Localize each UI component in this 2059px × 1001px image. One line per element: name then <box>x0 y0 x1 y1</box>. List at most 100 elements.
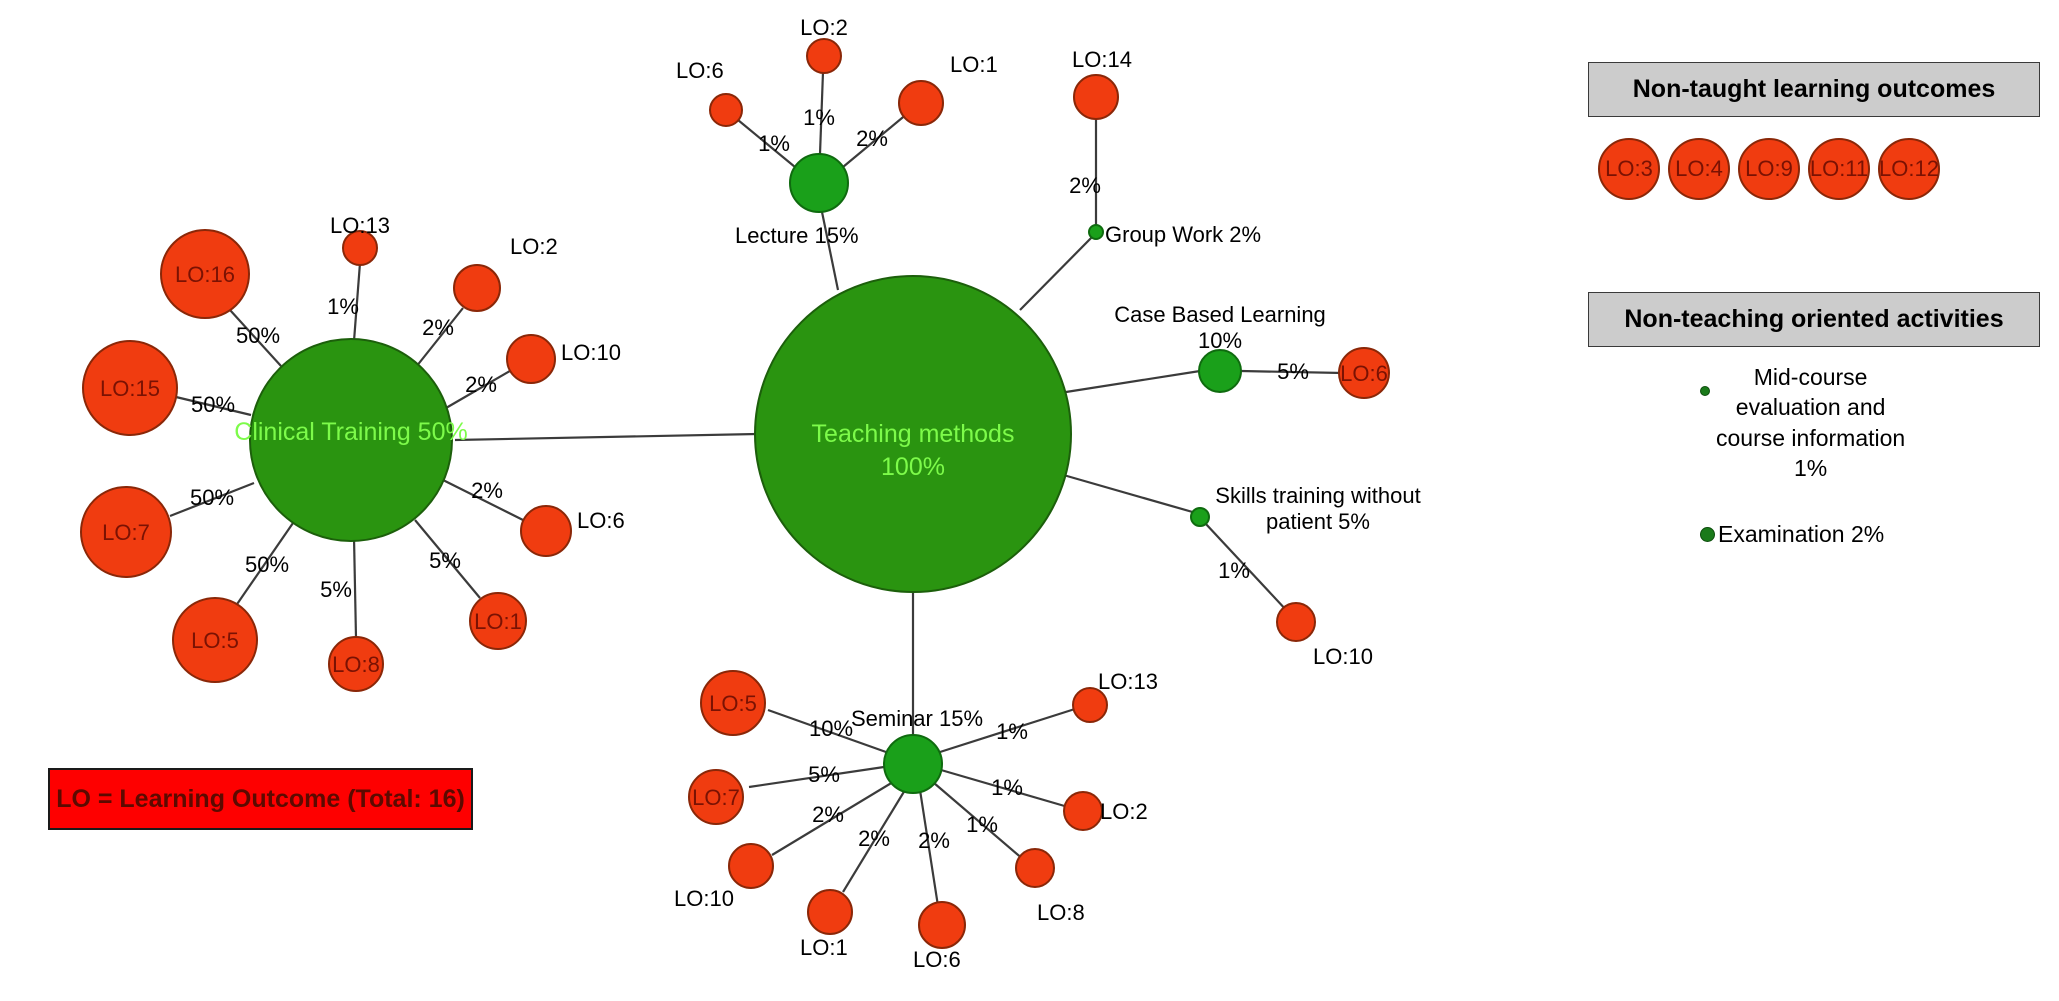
lo-node-seminar-lo8[interactable] <box>1015 848 1055 888</box>
node-skills-training[interactable] <box>1190 507 1210 527</box>
weight-seminar-lo10: 2% <box>812 802 844 827</box>
label-clinical-lo8: LO:8 <box>332 652 380 677</box>
label-seminar-lo1: LO:1 <box>800 935 848 960</box>
node-seminar[interactable] <box>883 734 943 794</box>
green-dot-icon <box>1700 386 1710 396</box>
lo-node-clinical-lo16[interactable] <box>160 229 250 319</box>
label-lecture-lo1: LO:1 <box>950 52 998 77</box>
edge-lecture-lo2 <box>818 71 825 155</box>
lecture-edges <box>737 71 909 168</box>
label-clinical-lo5: LO:5 <box>191 628 239 653</box>
lo-node-clinical-lo15[interactable] <box>82 340 178 436</box>
edge-clinical-lo13 <box>352 262 362 342</box>
edge-clinical-lo6 <box>442 479 528 523</box>
lo-node-clinical-lo10[interactable] <box>506 334 556 384</box>
lo-node-clinical-lo7[interactable] <box>80 486 172 578</box>
edge-hub-skills <box>1059 472 1197 515</box>
lo-node-clinical-lo5[interactable] <box>172 597 258 683</box>
label-clinical-lo10: LO:10 <box>561 340 621 365</box>
weight-lecture-lo1: 2% <box>856 126 888 151</box>
weight-clinical-lo15: 50% <box>191 392 235 417</box>
node-clinical-training[interactable] <box>249 338 453 542</box>
weight-seminar-lo1: 2% <box>858 826 890 851</box>
label-skills-training-line2: patient 5% <box>1266 509 1370 534</box>
label-group-work: Group Work 2% <box>1105 222 1261 247</box>
clinical-leaf-nodes <box>80 229 572 692</box>
label-lecture-lo2: LO:2 <box>800 15 848 40</box>
legend-lo-circle[interactable]: LO:3 <box>1598 138 1660 200</box>
edge-seminar-lo13 <box>939 706 1079 754</box>
weight-seminar-lo8: 1% <box>966 812 998 837</box>
lo-node-seminar-lo1[interactable] <box>807 889 853 935</box>
edge-lecture-lo1 <box>842 112 909 168</box>
legend-lo-circle[interactable]: LO:11 <box>1808 138 1870 200</box>
lo-node-clinical-lo8[interactable] <box>328 636 384 692</box>
label-clinical-lo13: LO:13 <box>330 213 390 238</box>
edge-hub-groupwork <box>1019 232 1097 311</box>
midcourse-line-4: 1% <box>1793 455 1828 482</box>
label-seminar-lo7: LO:7 <box>692 785 740 810</box>
lo-node-clinical-lo2[interactable] <box>453 264 501 312</box>
lo-node-seminar-lo7[interactable] <box>688 769 744 825</box>
lo-node-lecture-lo1[interactable] <box>898 80 944 126</box>
lo-node-lecture-lo2[interactable] <box>806 38 842 74</box>
legend-non-taught-items: LO:3 LO:4 LO:9 LO:11 LO:12 <box>1598 138 1940 200</box>
legend-lo-circle[interactable]: LO:4 <box>1668 138 1730 200</box>
edge-hub-lecture <box>820 211 840 291</box>
edge-hub-case <box>1065 369 1201 394</box>
weight-clinical-lo6: 2% <box>471 478 503 503</box>
weight-seminar-lo13: 1% <box>996 719 1028 744</box>
lo-node-clinical-lo1[interactable] <box>469 592 527 650</box>
edge-seminar-lo2 <box>940 768 1069 809</box>
lo-node-case-lo6[interactable] <box>1338 347 1390 399</box>
legend-lo-label: LO:4 <box>1675 156 1723 181</box>
lo-node-seminar-lo2[interactable] <box>1063 791 1103 831</box>
weight-seminar-lo6: 2% <box>918 828 950 853</box>
weight-clinical-lo13: 1% <box>327 294 359 319</box>
legend-lo-label: LO:11 <box>1809 156 1869 181</box>
lo-node-clinical-lo6[interactable] <box>520 505 572 557</box>
midcourse-line-2: evaluation and <box>1735 394 1886 421</box>
lo-node-seminar-lo6[interactable] <box>918 901 966 949</box>
skills-leaf-nodes <box>1276 602 1316 642</box>
lo-node-seminar-lo10[interactable] <box>728 843 774 889</box>
label-seminar-lo6: LO:6 <box>913 947 961 972</box>
edge-seminar-lo6 <box>918 789 940 907</box>
weight-clinical-lo16: 50% <box>236 323 280 348</box>
node-case-based-learning[interactable] <box>1198 349 1242 393</box>
weight-lecture-lo2: 1% <box>803 105 835 130</box>
node-teaching-methods[interactable] <box>754 275 1072 593</box>
lo-node-seminar-lo13[interactable] <box>1072 687 1108 723</box>
edge-clinical-lo10 <box>445 367 516 409</box>
seminar-edges <box>748 706 1079 907</box>
groupwork-leaf-nodes <box>1073 74 1119 120</box>
label-case-lo6: LO:6 <box>1340 361 1388 386</box>
clinical-edges <box>169 262 528 639</box>
legend-lo-label: LO:12 <box>1879 156 1939 181</box>
edge-case-lo6 <box>1240 369 1344 375</box>
legend-activity-examination: Examination 2% <box>1700 519 1884 549</box>
legend-lo-circle[interactable]: LO:12 <box>1878 138 1940 200</box>
label-lecture-lo6: LO:6 <box>676 58 724 83</box>
label-teaching-methods-line1: Teaching methods <box>812 420 1015 448</box>
lo-node-skills-lo10[interactable] <box>1276 602 1316 642</box>
legend-lo-circle[interactable]: LO:9 <box>1738 138 1800 200</box>
edge-seminar-lo8 <box>933 782 1025 861</box>
weight-case-lo6: 5% <box>1277 359 1309 384</box>
lo-node-groupwork-lo14[interactable] <box>1073 74 1119 120</box>
seminar-leaf-nodes <box>688 670 1108 949</box>
lo-node-clinical-lo13[interactable] <box>342 230 378 266</box>
edge-seminar-lo10 <box>771 781 894 856</box>
node-lecture[interactable] <box>789 153 849 213</box>
green-dot-icon <box>1700 526 1715 542</box>
weight-lecture-lo6: 1% <box>758 131 790 156</box>
label-seminar-lo13: LO:13 <box>1098 669 1158 694</box>
weight-clinical-lo7: 50% <box>190 485 234 510</box>
lo-node-seminar-lo5[interactable] <box>700 670 766 736</box>
lo-node-lecture-lo6[interactable] <box>709 93 743 127</box>
node-group-work[interactable] <box>1088 224 1104 240</box>
legend-lo-key: LO = Learning Outcome (Total: 16) <box>48 768 473 830</box>
weight-clinical-lo2: 2% <box>422 315 454 340</box>
label-clinical-lo1: LO:1 <box>474 609 522 634</box>
